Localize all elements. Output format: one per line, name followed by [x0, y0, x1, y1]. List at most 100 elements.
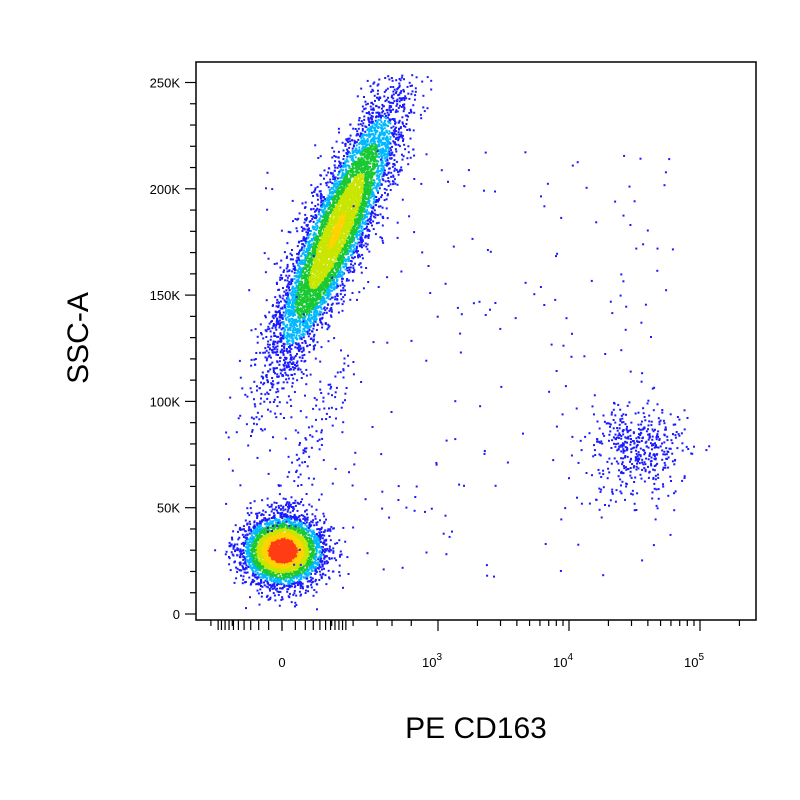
lymphocyte-event — [271, 508, 274, 511]
lymphocyte-event — [287, 547, 290, 550]
lymphocyte-event — [308, 567, 311, 570]
lymphocyte-event — [312, 544, 315, 547]
lymphocyte-event — [237, 538, 240, 541]
lymphocyte-event — [296, 536, 299, 539]
granulocyte-event — [317, 281, 320, 283]
lymphocyte-event — [305, 542, 308, 545]
lymphocyte-event — [294, 569, 297, 572]
lymphocyte-event — [281, 550, 284, 553]
lymphocyte-event — [261, 530, 264, 533]
lymphocyte-event — [290, 526, 293, 529]
lymphocyte-event — [329, 530, 332, 533]
lymphocyte-event — [278, 518, 281, 521]
lymphocyte-event — [302, 552, 305, 554]
lymphocyte-event — [328, 558, 331, 561]
lymphocyte-event — [312, 529, 315, 532]
lymphocyte-event — [282, 576, 285, 578]
lymphocyte-event — [275, 502, 278, 504]
lymphocyte-event — [256, 577, 259, 580]
lymphocyte-event — [332, 550, 335, 553]
lymphocyte-event — [287, 562, 290, 565]
granulocyte-event — [389, 157, 391, 160]
lymphocyte-event — [275, 570, 278, 573]
lymphocyte-event — [270, 544, 273, 547]
lymphocyte-event — [311, 521, 314, 524]
lymphocyte-event — [243, 544, 245, 547]
lymphocyte-event — [261, 585, 264, 588]
lymphocyte-event — [295, 535, 298, 537]
lymphocyte-event — [242, 575, 245, 578]
lymphocyte-event — [236, 567, 239, 570]
lymphocyte-event — [291, 555, 294, 558]
lymphocyte-event — [303, 546, 306, 549]
lymphocyte-event — [278, 554, 281, 557]
lymphocyte-event — [285, 580, 287, 583]
lymphocyte-event — [239, 553, 242, 555]
lymphocyte-event — [231, 538, 234, 541]
lymphocyte-event — [269, 533, 271, 536]
lymphocyte-event — [287, 557, 290, 559]
lymphocyte-event — [261, 547, 264, 550]
lymphocyte-event — [298, 579, 300, 582]
lymphocyte-event — [239, 569, 242, 572]
lymphocyte-event — [281, 511, 284, 514]
lymphocyte-event — [323, 557, 326, 560]
lymphocyte-event — [264, 528, 266, 530]
lymphocyte-event — [283, 558, 286, 561]
lymphocyte-event — [288, 596, 291, 599]
lymphocyte-event — [249, 538, 252, 541]
lymphocyte-event — [236, 570, 239, 573]
lymphocyte-event — [258, 603, 261, 606]
lymphocyte-event — [293, 592, 296, 595]
lymphocyte-event — [268, 560, 271, 563]
lymphocyte-event — [237, 548, 240, 551]
lymphocyte-event — [328, 576, 330, 579]
lymphocyte-event — [302, 531, 305, 533]
lymphocyte-event — [254, 549, 257, 551]
lymphocyte-event — [248, 550, 251, 553]
granulocyte-event — [336, 166, 339, 169]
lymphocyte-event — [289, 543, 292, 545]
lymphocyte-event — [250, 538, 253, 540]
lymphocyte-event — [249, 551, 251, 554]
lymphocyte-event — [254, 554, 257, 557]
lymphocyte-event — [306, 525, 308, 528]
lymphocyte-event — [289, 584, 292, 587]
lymphocyte-event — [258, 522, 261, 525]
lymphocyte-event — [262, 564, 265, 566]
lymphocyte-event — [284, 566, 287, 569]
lymphocyte-event — [287, 539, 290, 542]
lymphocyte-event — [271, 585, 274, 588]
lymphocyte-event — [277, 525, 280, 528]
lymphocyte-event — [275, 524, 277, 527]
lymphocyte-event — [299, 587, 302, 590]
lymphocyte-event — [258, 559, 261, 561]
lymphocyte-event — [291, 570, 294, 573]
lymphocyte-event — [252, 572, 255, 575]
lymphocyte-event — [286, 510, 289, 513]
lymphocyte-event — [271, 563, 274, 566]
lymphocyte-event — [276, 539, 279, 542]
lymphocyte-event — [239, 563, 242, 566]
lymphocyte-event — [277, 553, 280, 556]
lymphocyte-event — [318, 531, 321, 534]
lymphocyte-event — [269, 576, 272, 579]
lymphocyte-event — [295, 594, 298, 597]
lymphocyte-event — [297, 539, 300, 541]
lymphocyte-event — [271, 535, 274, 538]
lymphocyte-event — [274, 599, 277, 602]
lymphocyte-event — [275, 537, 278, 540]
lymphocyte-event — [311, 553, 314, 555]
lymphocyte-event — [297, 560, 300, 563]
lymphocyte-event — [320, 531, 323, 534]
lymphocyte-event — [314, 517, 317, 520]
granulocyte-event — [386, 135, 389, 138]
lymphocyte-event — [299, 556, 302, 559]
lymphocyte-event — [324, 529, 327, 532]
lymphocyte-event — [257, 537, 260, 540]
lymphocyte-event — [256, 547, 259, 550]
lymphocyte-event — [338, 574, 341, 577]
lymphocyte-event — [302, 529, 305, 532]
lymphocyte-event — [323, 567, 325, 570]
lymphocyte-event — [316, 534, 319, 537]
